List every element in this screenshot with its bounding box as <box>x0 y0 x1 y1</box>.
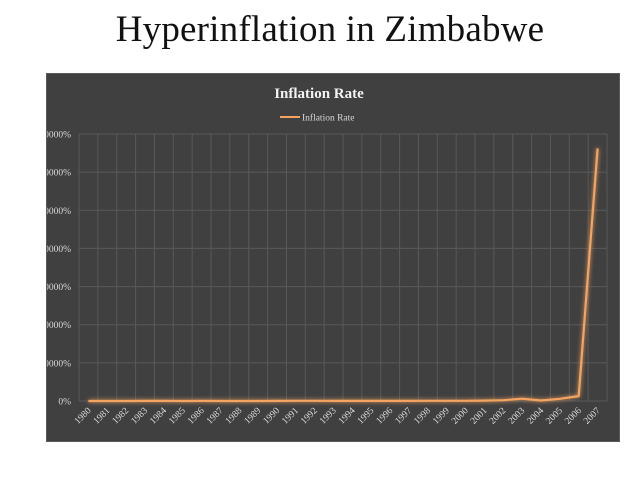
data-point-1987 <box>219 400 221 402</box>
x-tick-label: 1999 <box>431 406 452 427</box>
data-point-1997 <box>408 400 410 402</box>
data-point-2002 <box>502 399 504 401</box>
x-tick-label: 1995 <box>356 406 377 427</box>
x-tick-label: 2002 <box>488 406 509 427</box>
data-point-2006 <box>578 395 580 397</box>
data-point-1991 <box>295 400 297 402</box>
data-point-1993 <box>332 400 334 402</box>
x-tick-label: 1996 <box>375 406 396 427</box>
slide-title: Hyperinflation in Zimbabwe <box>115 9 545 50</box>
data-point-1989 <box>257 400 259 402</box>
x-tick-label: 1993 <box>318 406 339 427</box>
data-point-1981 <box>106 400 108 402</box>
data-point-1985 <box>182 400 184 402</box>
x-tick-label: 2003 <box>507 406 528 427</box>
grid <box>78 133 608 402</box>
x-tick-label: 2000 <box>450 406 471 427</box>
x-axis: 1980198119821983198419851986198719881989… <box>73 406 603 427</box>
data-point-1992 <box>314 400 316 402</box>
x-tick-label: 1989 <box>243 406 264 427</box>
chart-title: Inflation Rate <box>274 86 364 102</box>
x-tick-label: 1988 <box>224 406 245 427</box>
x-tick-label: 1994 <box>337 406 358 427</box>
legend-label-inflation-rate: Inflation Rate <box>302 113 355 124</box>
x-tick-label: 2007 <box>582 406 603 427</box>
inflation-chart: Inflation Rate Inflation Rate 0% 10000% 20… <box>47 86 608 427</box>
data-point-1996 <box>389 400 391 402</box>
x-tick-label: 1982 <box>111 406 132 427</box>
y-tick-label: 20000% <box>47 321 71 331</box>
data-point-1988 <box>238 400 240 402</box>
y-tick-label: 30000% <box>47 283 71 293</box>
data-point-2001 <box>483 399 485 401</box>
data-point-1998 <box>427 400 429 402</box>
y-tick-label: 60000% <box>47 169 71 179</box>
y-tick-label: 0% <box>58 398 71 408</box>
series-inflation-rate <box>87 147 599 403</box>
x-tick-label: 2005 <box>544 406 565 427</box>
data-point-1999 <box>446 400 448 402</box>
x-tick-label: 1981 <box>92 406 113 427</box>
x-tick-label: 2004 <box>526 406 547 427</box>
y-tick-label: 70000% <box>47 131 71 141</box>
data-point-2004 <box>540 399 542 401</box>
y-tick-label: 40000% <box>47 245 71 255</box>
data-point-1995 <box>370 400 372 402</box>
x-tick-label: 1980 <box>73 406 94 427</box>
x-tick-label: 2006 <box>563 406 584 427</box>
x-tick-label: 1991 <box>280 406 301 427</box>
x-tick-label: 1986 <box>186 406 207 427</box>
x-tick-label: 1997 <box>394 406 415 427</box>
x-tick-label: 1992 <box>299 406 320 427</box>
x-tick-label: 1984 <box>148 406 169 427</box>
y-tick-label: 10000% <box>47 359 71 369</box>
legend: Inflation Rate <box>280 113 355 124</box>
x-tick-label: 2001 <box>469 406 490 427</box>
y-axis: 0% 10000% 20000% 30000% 40000% 50000% 60000% 70… <box>47 131 71 408</box>
data-point-1982 <box>125 400 127 402</box>
data-point-2000 <box>464 400 466 402</box>
chart-panel: Inflation Rate Inflation Rate 0% 10000% 20… <box>46 73 620 442</box>
data-point-1990 <box>276 400 278 402</box>
x-tick-label: 1998 <box>412 406 433 427</box>
data-point-1980 <box>87 400 89 402</box>
data-point-1983 <box>144 400 146 402</box>
data-point-1986 <box>200 400 202 402</box>
data-point-2005 <box>559 398 561 400</box>
x-tick-label: 1985 <box>167 406 188 427</box>
y-tick-label: 50000% <box>47 207 71 217</box>
data-point-2007 <box>596 147 598 149</box>
data-point-1984 <box>163 400 165 402</box>
x-tick-label: 1987 <box>205 406 226 427</box>
data-point-1994 <box>351 400 353 402</box>
x-tick-label: 1990 <box>262 406 283 427</box>
series-line-inflation-rate <box>88 148 599 403</box>
data-point-2003 <box>521 398 523 400</box>
x-tick-label: 1983 <box>130 406 151 427</box>
